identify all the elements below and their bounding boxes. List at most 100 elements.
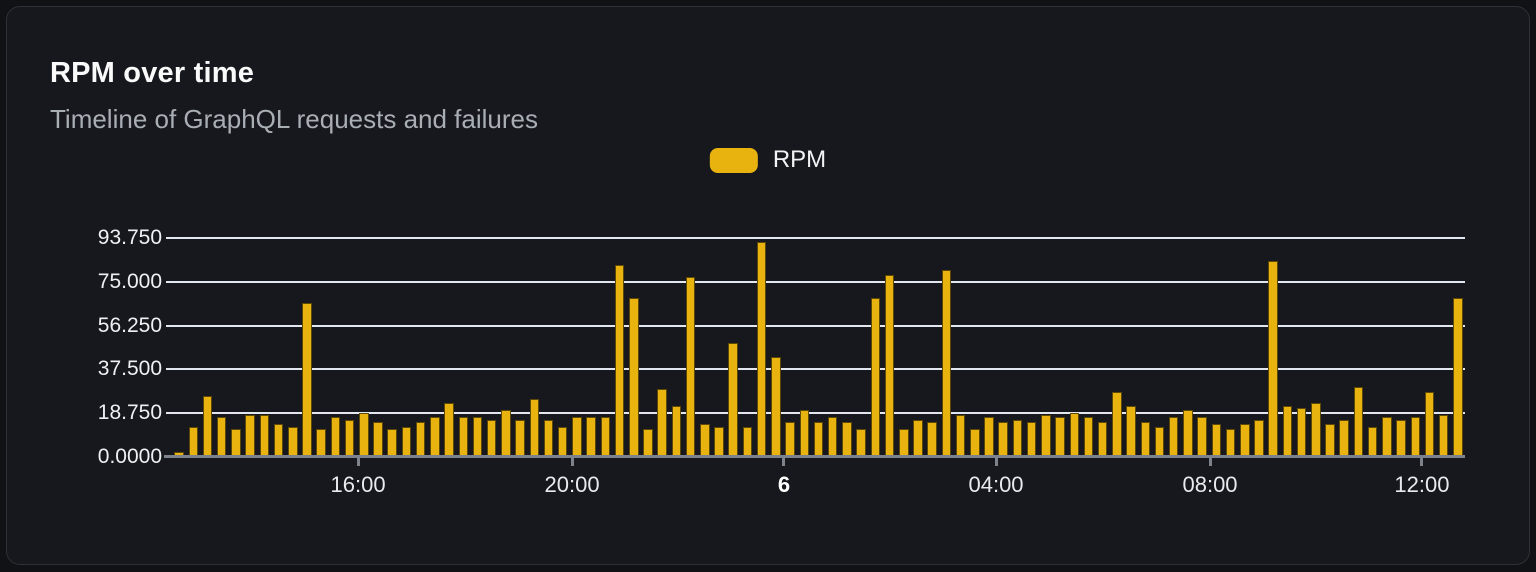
bar[interactable] xyxy=(785,421,795,457)
bar[interactable] xyxy=(1353,386,1364,457)
bar[interactable] xyxy=(1325,424,1335,457)
bar[interactable] xyxy=(1097,421,1108,457)
bar[interactable] xyxy=(1154,426,1165,457)
bar[interactable] xyxy=(288,426,298,457)
bar[interactable] xyxy=(401,426,412,457)
bar[interactable] xyxy=(1168,417,1179,457)
bar[interactable] xyxy=(1012,419,1023,457)
bar[interactable] xyxy=(913,419,923,457)
bar[interactable] xyxy=(174,452,184,457)
bar[interactable] xyxy=(1140,421,1151,457)
bar[interactable] xyxy=(685,277,696,457)
bar[interactable] xyxy=(1296,407,1307,457)
bar[interactable] xyxy=(756,242,767,457)
bar[interactable] xyxy=(827,417,838,457)
bar[interactable] xyxy=(529,398,540,457)
bar[interactable] xyxy=(600,417,611,457)
bar[interactable] xyxy=(1410,417,1421,457)
bar[interactable] xyxy=(1126,405,1136,457)
bar[interactable] xyxy=(1041,414,1051,457)
bar[interactable] xyxy=(259,414,270,457)
bar[interactable] xyxy=(1254,419,1264,457)
bar[interactable] xyxy=(970,428,980,457)
bar[interactable] xyxy=(444,403,454,457)
bar[interactable] xyxy=(927,421,937,457)
bar[interactable] xyxy=(1268,260,1278,457)
gridline xyxy=(166,237,1465,239)
bar[interactable] xyxy=(188,426,199,457)
bar[interactable] xyxy=(643,428,653,457)
bar[interactable] xyxy=(1183,410,1193,457)
bar[interactable] xyxy=(1382,417,1392,457)
bar[interactable] xyxy=(458,417,469,457)
bar[interactable] xyxy=(842,421,852,457)
bar[interactable] xyxy=(543,419,554,457)
bar[interactable] xyxy=(1453,298,1463,457)
bar[interactable] xyxy=(1083,417,1094,457)
bar[interactable] xyxy=(1069,412,1079,457)
x-tick xyxy=(1208,458,1212,466)
bar[interactable] xyxy=(1197,417,1207,457)
bar[interactable] xyxy=(813,421,824,457)
bar[interactable] xyxy=(1396,419,1406,457)
bar[interactable] xyxy=(1438,414,1449,457)
bar[interactable] xyxy=(629,298,639,457)
bar[interactable] xyxy=(216,417,227,457)
bar[interactable] xyxy=(671,405,682,457)
bar[interactable] xyxy=(984,417,994,457)
bar[interactable] xyxy=(1339,419,1349,457)
bar[interactable] xyxy=(742,426,753,457)
bar[interactable] xyxy=(856,428,866,457)
bar[interactable] xyxy=(302,302,312,457)
legend-swatch-rpm[interactable] xyxy=(709,147,758,173)
bar[interactable] xyxy=(359,412,369,457)
plot-area[interactable] xyxy=(166,237,1465,457)
bar[interactable] xyxy=(1055,417,1065,457)
bar[interactable] xyxy=(884,274,895,457)
bar[interactable] xyxy=(1026,421,1037,457)
bar[interactable] xyxy=(572,417,582,457)
bar[interactable] xyxy=(1112,391,1122,457)
bar[interactable] xyxy=(273,424,284,457)
bar[interactable] xyxy=(415,421,426,457)
bar[interactable] xyxy=(1311,403,1321,457)
bar[interactable] xyxy=(501,410,511,457)
bar[interactable] xyxy=(373,421,383,457)
bar[interactable] xyxy=(714,426,724,457)
bar[interactable] xyxy=(1240,424,1250,457)
bar[interactable] xyxy=(728,342,738,457)
bar[interactable] xyxy=(955,414,966,457)
bar[interactable] xyxy=(472,417,483,457)
bar[interactable] xyxy=(700,424,710,457)
bar[interactable] xyxy=(316,428,326,457)
x-tick xyxy=(782,458,786,466)
bar[interactable] xyxy=(330,417,341,457)
bar[interactable] xyxy=(799,410,810,457)
bar[interactable] xyxy=(231,428,241,457)
bar[interactable] xyxy=(486,419,497,457)
x-axis-ticks xyxy=(172,458,1465,467)
bar[interactable] xyxy=(614,265,625,457)
bar[interactable] xyxy=(771,356,781,457)
bar[interactable] xyxy=(1225,428,1236,457)
bar[interactable] xyxy=(1424,391,1435,457)
bar[interactable] xyxy=(202,396,213,457)
bar[interactable] xyxy=(387,428,397,457)
bar[interactable] xyxy=(344,419,355,457)
bar[interactable] xyxy=(430,417,440,457)
bar[interactable] xyxy=(1282,405,1293,457)
bar[interactable] xyxy=(941,270,952,457)
y-axis-label: 37.500 xyxy=(97,357,162,381)
bar[interactable] xyxy=(515,419,525,457)
bar[interactable] xyxy=(870,298,881,457)
bar[interactable] xyxy=(245,414,255,457)
bar[interactable] xyxy=(1367,426,1378,457)
bar[interactable] xyxy=(586,417,596,457)
bar[interactable] xyxy=(1211,424,1222,457)
bar[interactable] xyxy=(557,426,568,457)
bar[interactable] xyxy=(657,389,667,457)
bar[interactable] xyxy=(899,428,909,457)
y-axis-label: 75.000 xyxy=(97,269,162,293)
legend[interactable]: RPM xyxy=(709,146,826,174)
bar[interactable] xyxy=(998,421,1008,457)
